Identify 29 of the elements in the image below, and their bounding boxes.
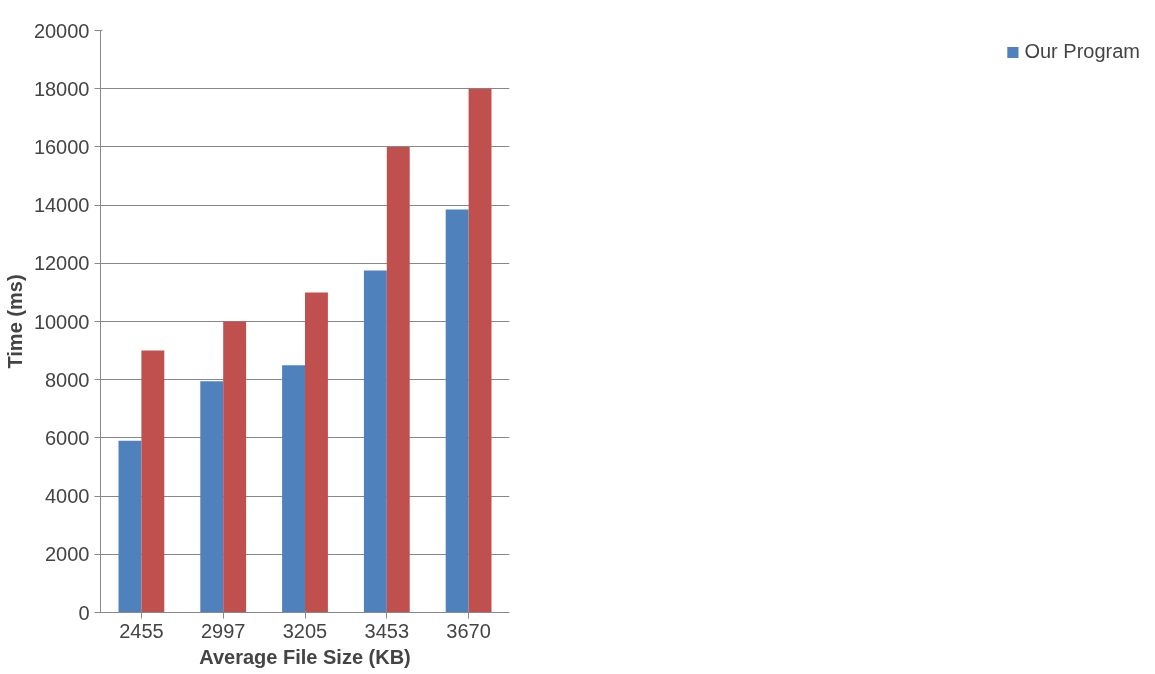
bar <box>141 350 165 613</box>
y-tick-label: 6000 <box>45 426 90 449</box>
bar <box>445 209 469 613</box>
y-tick-label: 16000 <box>33 135 90 158</box>
x-tick-label: 3670 <box>446 619 491 642</box>
x-tick-label: 3453 <box>364 619 410 642</box>
y-tick-label: 12000 <box>33 252 90 275</box>
y-tick-label: 10000 <box>33 310 90 333</box>
y-tick-label: 0 <box>78 601 90 624</box>
x-axis-title: Average File Size (KB) <box>199 645 411 668</box>
bar <box>200 381 224 613</box>
y-tick-label: 2000 <box>45 543 90 566</box>
x-tick-label: 3205 <box>282 619 328 642</box>
bar <box>386 146 410 613</box>
bar <box>305 292 328 613</box>
y-tick-label: 18000 <box>33 77 90 100</box>
y-tick-label: 4000 <box>45 485 90 508</box>
y-tick-label: 20000 <box>33 19 90 42</box>
y-axis-title: Time (ms) <box>3 274 26 369</box>
bar <box>118 440 142 613</box>
legend-label: Our Program <box>1024 40 1140 63</box>
x-tick-label: 2455 <box>119 619 164 642</box>
y-tick-label: 14000 <box>33 194 90 217</box>
bar <box>282 365 305 613</box>
bar <box>223 321 247 613</box>
y-tick-label: 8000 <box>45 368 90 391</box>
bar <box>468 88 492 613</box>
x-tick-label: 2997 <box>200 619 246 642</box>
bar <box>363 270 387 613</box>
